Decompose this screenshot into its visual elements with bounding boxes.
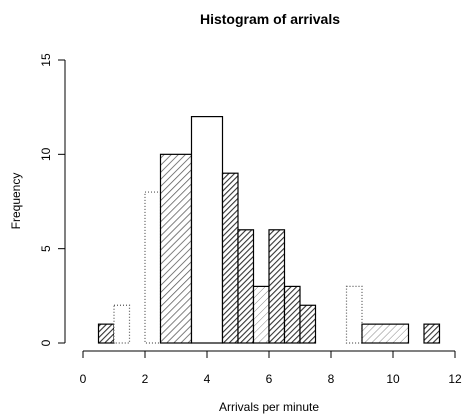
histogram-bar bbox=[345, 285, 363, 344]
y-tick-label: 10 bbox=[39, 147, 53, 161]
histogram-bar bbox=[144, 191, 162, 344]
histogram-bar bbox=[190, 115, 224, 344]
x-tick-label: 12 bbox=[448, 372, 462, 386]
histogram-bar bbox=[361, 323, 410, 344]
histogram-bar bbox=[113, 304, 131, 344]
histogram-bar bbox=[237, 229, 255, 344]
x-tick-label: 4 bbox=[204, 372, 211, 386]
histogram-bar bbox=[299, 304, 317, 344]
x-axis-label: Arrivals per minute bbox=[219, 400, 319, 414]
y-axis-label: Frequency bbox=[9, 173, 23, 230]
y-tick-label: 0 bbox=[39, 339, 53, 346]
histogram-bars bbox=[97, 115, 441, 344]
histogram-bar bbox=[268, 229, 286, 344]
x-axis: 0 2 4 6 8 10 12 bbox=[80, 350, 462, 386]
y-axis: 0 5 10 15 bbox=[39, 53, 66, 346]
histogram-bar bbox=[159, 153, 193, 344]
histogram-bar bbox=[252, 285, 270, 344]
chart-title: Histogram of arrivals bbox=[200, 11, 340, 27]
x-tick-label: 10 bbox=[386, 372, 400, 386]
y-tick-label: 15 bbox=[39, 53, 53, 67]
histogram-bar bbox=[283, 285, 301, 344]
x-tick-label: 0 bbox=[80, 372, 87, 386]
histogram-bar bbox=[221, 172, 239, 344]
y-tick-label: 5 bbox=[39, 245, 53, 252]
histogram-bar bbox=[97, 323, 115, 344]
x-tick-label: 6 bbox=[266, 372, 273, 386]
histogram-bar bbox=[423, 323, 441, 344]
x-tick-label: 8 bbox=[328, 372, 335, 386]
x-tick-label: 2 bbox=[142, 372, 149, 386]
